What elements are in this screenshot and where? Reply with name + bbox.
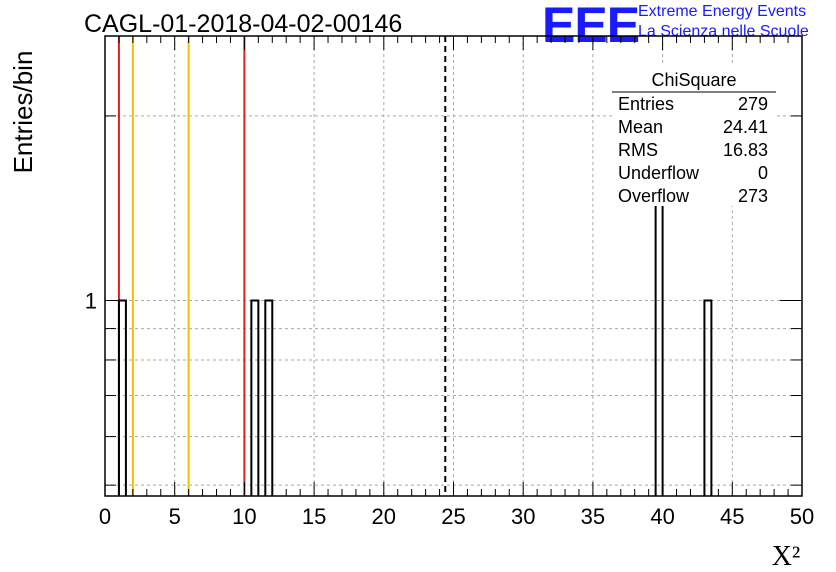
stats-row-value: 0 [758,163,768,183]
stats-row-label: Entries [618,94,674,114]
x-tick-label: 15 [302,504,326,529]
logo-line-1: Extreme Energy Events [638,3,807,20]
x-tick-label: 40 [650,504,674,529]
eee-logo: EEE [542,0,640,53]
x-tick-label: 35 [581,504,605,529]
stats-row-value: 16.83 [723,140,768,160]
run-title: CAGL-01-2018-04-02-00146 [84,10,403,38]
x-tick-label: 10 [232,504,256,529]
stats-row-label: Mean [618,117,663,137]
x-tick-label: 50 [790,504,814,529]
stats-row-value: 273 [738,186,768,206]
histogram-bin [264,299,274,496]
x-tick-label: 30 [511,504,535,529]
x-tick-label: 5 [169,504,181,529]
stats-box-title: ChiSquare [651,70,736,90]
y-tick-label: 1 [85,289,97,314]
stats-row-label: RMS [618,140,658,160]
stats-row-value: 279 [738,94,768,114]
stats-row-value: 24.41 [723,117,768,137]
stats-row-label: Overflow [618,186,690,206]
histogram-bin [250,299,260,496]
x-axis-label: X² [772,541,801,572]
x-tick-label: 25 [441,504,465,529]
y-axis-label: Entries/bin [8,51,38,174]
x-tick-label: 0 [99,504,111,529]
histogram-bin [117,299,127,496]
x-tick-label: 20 [372,504,396,529]
histogram-bin [703,299,713,496]
stats-row-label: Underflow [618,163,700,183]
stats-box [612,66,776,206]
x-tick-label: 45 [720,504,744,529]
